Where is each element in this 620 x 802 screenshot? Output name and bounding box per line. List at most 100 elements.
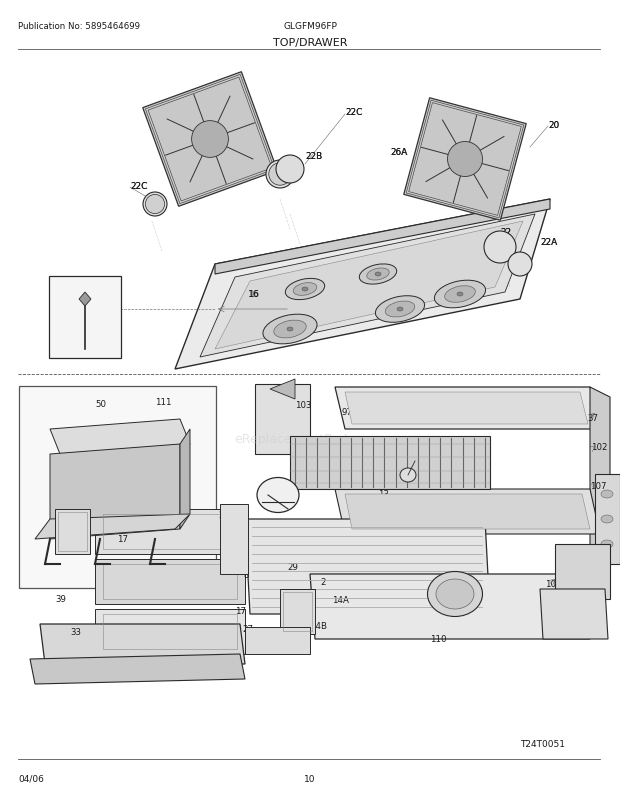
Text: T24T0051: T24T0051	[520, 739, 565, 748]
Polygon shape	[310, 574, 590, 639]
Text: 22: 22	[500, 228, 511, 237]
Ellipse shape	[400, 468, 416, 482]
Ellipse shape	[375, 273, 381, 277]
Text: 88: 88	[63, 285, 74, 294]
Ellipse shape	[436, 579, 474, 610]
Ellipse shape	[448, 142, 482, 177]
Ellipse shape	[435, 281, 485, 309]
Text: 20: 20	[548, 121, 559, 130]
Text: 97: 97	[342, 407, 353, 416]
Polygon shape	[35, 514, 190, 539]
Text: 22B: 22B	[305, 152, 322, 160]
Ellipse shape	[143, 192, 167, 217]
Text: 20: 20	[175, 95, 187, 104]
Ellipse shape	[601, 490, 613, 498]
Text: 103: 103	[295, 400, 311, 410]
FancyBboxPatch shape	[49, 277, 121, 358]
Ellipse shape	[484, 232, 516, 264]
Polygon shape	[95, 559, 245, 604]
Text: Publication No: 5895464699: Publication No: 5895464699	[18, 22, 140, 31]
Text: 22C: 22C	[130, 182, 147, 191]
Text: 22C: 22C	[345, 107, 363, 117]
Text: 17: 17	[117, 534, 128, 543]
Ellipse shape	[293, 283, 317, 296]
Text: 29: 29	[218, 510, 229, 520]
Polygon shape	[335, 387, 600, 429]
Text: TOP/DRAWER: TOP/DRAWER	[273, 38, 347, 48]
FancyBboxPatch shape	[19, 387, 216, 588]
Polygon shape	[40, 624, 245, 664]
Ellipse shape	[367, 269, 389, 281]
Text: 20: 20	[175, 95, 186, 104]
Text: 17: 17	[235, 606, 246, 615]
Ellipse shape	[601, 516, 613, 524]
Text: 26A: 26A	[390, 148, 407, 157]
Text: 33: 33	[70, 627, 81, 636]
Ellipse shape	[601, 541, 613, 549]
Text: 106: 106	[568, 579, 585, 588]
Text: 100: 100	[100, 468, 117, 476]
Text: 88: 88	[90, 298, 101, 306]
Ellipse shape	[274, 321, 306, 338]
Text: 37: 37	[587, 414, 598, 423]
Polygon shape	[175, 200, 550, 370]
Ellipse shape	[385, 302, 415, 318]
Polygon shape	[79, 293, 91, 306]
Polygon shape	[335, 489, 600, 534]
Ellipse shape	[445, 286, 476, 303]
Polygon shape	[245, 627, 310, 654]
Text: 20: 20	[548, 121, 559, 130]
Polygon shape	[404, 99, 526, 221]
Polygon shape	[215, 221, 523, 350]
Text: 14B: 14B	[310, 622, 327, 630]
Text: 85: 85	[300, 445, 311, 455]
Polygon shape	[220, 504, 248, 574]
Polygon shape	[200, 215, 535, 358]
Ellipse shape	[302, 288, 308, 292]
Polygon shape	[55, 509, 90, 554]
Polygon shape	[50, 444, 180, 539]
Text: 109: 109	[548, 614, 564, 622]
Text: 16: 16	[248, 290, 259, 298]
Polygon shape	[143, 73, 277, 207]
Ellipse shape	[287, 327, 293, 331]
Polygon shape	[595, 475, 620, 565]
Text: 22C: 22C	[130, 182, 148, 191]
Text: 14A: 14A	[72, 512, 89, 521]
Text: 1: 1	[318, 477, 324, 486]
Polygon shape	[280, 589, 315, 634]
Polygon shape	[180, 429, 190, 529]
Ellipse shape	[457, 293, 463, 297]
Polygon shape	[30, 654, 245, 684]
Ellipse shape	[508, 253, 532, 277]
Text: 27: 27	[242, 624, 253, 634]
Text: 108: 108	[545, 579, 562, 588]
Text: 101: 101	[548, 399, 564, 408]
Text: 91: 91	[456, 496, 467, 505]
Text: 88: 88	[90, 298, 102, 306]
Text: 22A: 22A	[540, 237, 557, 247]
Polygon shape	[290, 436, 490, 489]
Ellipse shape	[263, 314, 317, 344]
Text: 50: 50	[95, 399, 106, 408]
Text: 13: 13	[378, 489, 389, 498]
Polygon shape	[590, 387, 610, 589]
Text: 2: 2	[320, 577, 326, 586]
Ellipse shape	[285, 279, 325, 300]
Text: 10: 10	[304, 774, 316, 783]
Polygon shape	[95, 610, 245, 654]
Text: 13: 13	[470, 402, 481, 411]
Ellipse shape	[269, 164, 291, 186]
Text: 26A: 26A	[390, 148, 407, 157]
Text: 39: 39	[55, 594, 66, 603]
Text: 22B: 22B	[305, 152, 322, 160]
Ellipse shape	[146, 195, 164, 214]
Text: 105: 105	[548, 595, 564, 604]
Polygon shape	[270, 379, 295, 399]
Polygon shape	[50, 419, 190, 455]
Text: 8: 8	[243, 570, 249, 579]
Ellipse shape	[397, 308, 403, 312]
Text: 60: 60	[275, 481, 286, 490]
Text: 110: 110	[430, 634, 446, 643]
Text: 22: 22	[500, 228, 511, 237]
